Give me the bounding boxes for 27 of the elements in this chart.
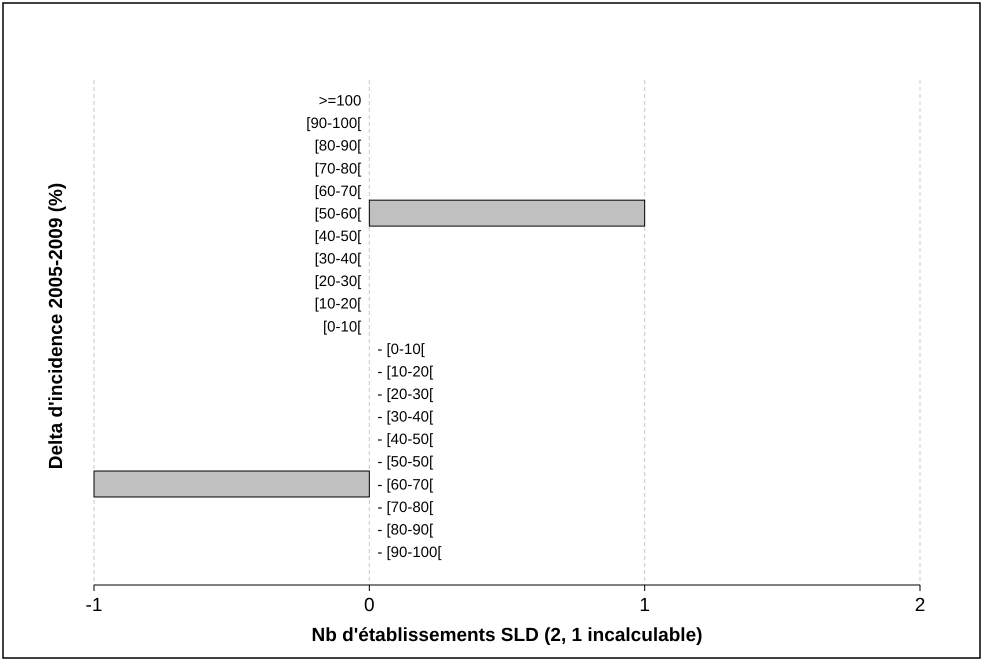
y-tick-label: [10-20[ xyxy=(314,296,362,313)
y-tick-label: [60-70[ xyxy=(314,182,362,200)
y-tick-label: [90-100[ xyxy=(306,115,362,132)
x-tick-label: 2 xyxy=(914,595,926,616)
y-axis-title: Delta d'incidence 2005-2009 (%) xyxy=(46,182,67,470)
y-tick-label: - [30-40[ xyxy=(377,408,434,426)
y-tick-label: - [10-20[ xyxy=(377,363,434,380)
y-tick-label: - [40-50[ xyxy=(377,431,434,448)
y-tick-label: - [90-100[ xyxy=(377,544,442,561)
y-tick-label: - [80-90[ xyxy=(377,521,434,538)
x-tick-label: 1 xyxy=(639,595,650,616)
y-tick-label: - [0-10[ xyxy=(377,340,426,358)
y-tick-label: [70-80[ xyxy=(314,160,362,178)
x-tick-label: 0 xyxy=(364,595,375,616)
y-tick-label: - [60-70[ xyxy=(377,476,434,494)
y-tick-label: [40-50[ xyxy=(314,228,362,245)
y-tick-label: [20-30[ xyxy=(314,273,362,290)
y-tick-label: [50-60[ xyxy=(314,205,362,222)
x-tick-label: -1 xyxy=(86,595,102,616)
y-tick-label: [30-40[ xyxy=(314,250,362,268)
y-tick-label: - [50-50[ xyxy=(377,454,434,471)
y-tick-label: [80-90[ xyxy=(314,138,362,155)
x-axis-title: Nb d'établissements SLD (2, 1 incalculable) xyxy=(312,625,702,646)
y-tick-label: - [20-30[ xyxy=(377,386,434,403)
y-tick-label: >=100 xyxy=(318,92,362,110)
y-tick-label: - [70-80[ xyxy=(377,498,434,516)
y-tick-label: [0-10[ xyxy=(322,318,362,336)
